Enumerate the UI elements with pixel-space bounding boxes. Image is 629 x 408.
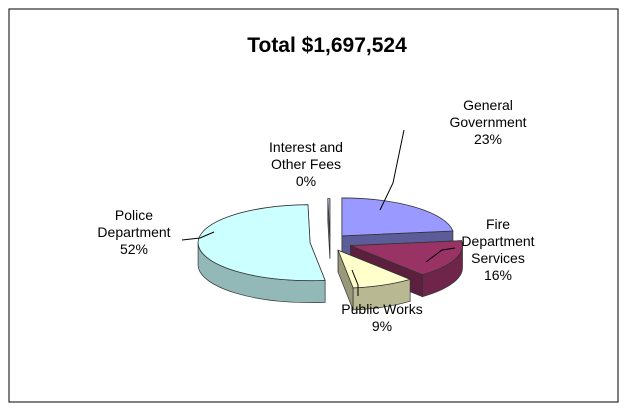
slice-percent-3: 52% [120,241,148,257]
slice-label-line-1-0: Fire [486,216,510,232]
slice-percent-4: 0% [296,173,316,189]
pie-slice-0-top [341,197,454,237]
slice-label-line-0-1: Government [449,114,526,130]
leader-line-3 [181,231,215,241]
slice-label-line-2-0: Public Works [341,301,422,317]
pie-slice-3-top [197,204,326,282]
slice-label-line-3-1: Department [97,224,170,240]
pie-slice-2-top [337,249,412,289]
leader-line-0 [379,129,405,211]
pie-slices [197,197,463,311]
slice-label-line-3-0: Police [115,207,153,223]
slice-percent-1: 16% [484,267,512,283]
pie-slice-4-top [327,198,331,237]
slice-percent-0: 23% [474,131,502,147]
slice-label-4: Interest and Other Fees 0% [269,139,343,189]
leader-line-2 [351,269,359,296]
slice-label-line-4-1: Other Fees [271,156,341,172]
slice-label-line-4-0: Interest and [269,139,343,155]
slice-labels: General Government 23%Fire Department Servic… [97,97,534,334]
pie-slice-1-top [350,240,463,276]
chart-title: Total $1,697,524 [247,34,407,57]
slice-label-line-0-0: General [463,97,513,113]
slice-label-0: General Government 23% [449,97,526,147]
slice-label-line-1-2: Services [471,250,525,266]
slice-label-2: Public Works 9% [341,301,422,334]
slice-label-1: Fire Department Services 16% [461,216,534,283]
pie-slice-4 [327,198,331,259]
leader-lines [181,129,456,296]
pie-slice-3 [197,204,326,304]
leader-line-1 [425,247,456,263]
pie-slice-2 [337,249,412,311]
slice-label-3: Police Department 52% [97,207,170,257]
slice-label-line-1-1: Department [461,233,534,249]
slice-percent-2: 9% [372,318,392,334]
chart-frame [8,8,619,403]
